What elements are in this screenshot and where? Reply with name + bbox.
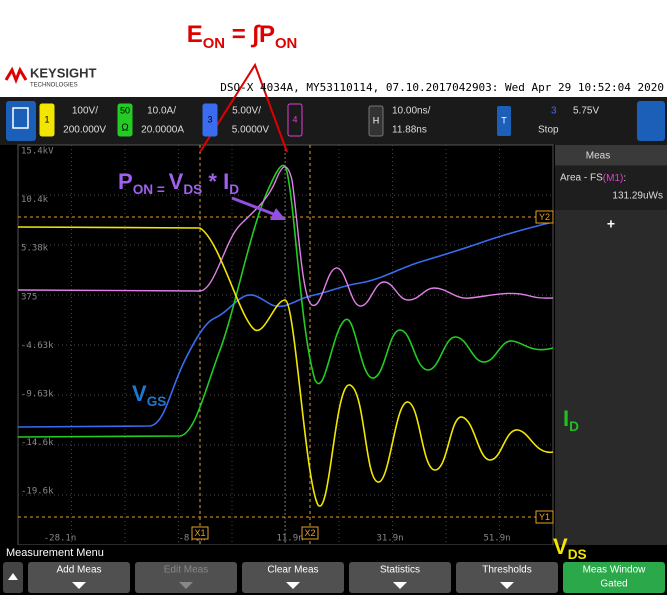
measure-icon[interactable] xyxy=(637,101,665,141)
meas-title: Meas xyxy=(586,151,610,162)
text-part: ON xyxy=(275,36,297,52)
horizontal-scale: 10.00ns/ xyxy=(392,106,431,117)
text-part: D xyxy=(569,419,579,434)
menu-button-label: Add Meas xyxy=(56,565,101,576)
channel-number: 50 xyxy=(120,105,130,115)
channel-scale: 100V/ xyxy=(72,106,98,117)
meas-add: + xyxy=(607,216,615,232)
menu-button-sub: Gated xyxy=(600,579,627,590)
channel-offset: 5.0000V xyxy=(232,125,270,136)
toolbar xyxy=(0,97,667,145)
cursor-x1-label: X1 xyxy=(194,528,205,538)
text-part: DS xyxy=(568,547,587,562)
meas-name: Area - FS(M1): xyxy=(560,173,626,184)
meas-source: (M1) xyxy=(603,173,624,184)
channel-offset: 200.000V xyxy=(63,125,106,136)
channel-scale: 5.00V/ xyxy=(232,106,261,117)
cursor-y2-label: Y2 xyxy=(539,212,550,222)
y-axis-label: 10.4k xyxy=(21,195,49,205)
menu-button-label: Edit Meas xyxy=(164,565,208,576)
brand: KEYSIGHT xyxy=(30,65,97,80)
y-axis-label: -4.63k xyxy=(21,341,54,351)
x-axis-label: 11.9n xyxy=(276,534,303,544)
page: { "brand": "KEYSIGHT", "brand_sub": "TEC… xyxy=(0,0,667,595)
text-part: V xyxy=(169,169,184,194)
screenshot: KEYSIGHT TECHNOLOGIES DSO-X 4034A, MY53110… xyxy=(0,0,667,595)
x-axis-label: 31.9n xyxy=(376,534,403,544)
channel-badge-text: Ω xyxy=(121,123,129,134)
text-part: DS xyxy=(183,182,202,197)
y-axis-label: -19.6k xyxy=(21,487,54,497)
y-axis-label: 375 xyxy=(21,292,37,302)
menu-button-label: Statistics xyxy=(380,565,420,576)
text-part: ON = xyxy=(133,182,169,197)
text-part: D xyxy=(229,182,239,197)
x-axis-label: 51.9n xyxy=(483,534,510,544)
y-axis-label: -14.6k xyxy=(21,438,54,448)
brand-sub: TECHNOLOGIES xyxy=(30,83,78,89)
channel-scale: 10.0A/ xyxy=(147,106,176,117)
trigger-state: Stop xyxy=(538,125,559,136)
meas-colon: : xyxy=(623,173,626,184)
y-axis-label: 15.4kV xyxy=(21,147,54,157)
horizontal-label: H xyxy=(373,115,380,125)
text-part: GS xyxy=(147,394,167,409)
text-part: V xyxy=(132,381,147,406)
text-part: P xyxy=(118,169,133,194)
x-axis-label: -28.1n xyxy=(44,534,77,544)
channel-number: 1 xyxy=(44,114,49,124)
y-axis-label: 5.38k xyxy=(21,244,49,254)
menu-icon[interactable] xyxy=(6,101,36,141)
cursor-x2-label: X2 xyxy=(304,528,315,538)
instrument-info: DSO-X 4034A, MY53110114, 07.10.201704290… xyxy=(220,81,664,94)
text-part: E xyxy=(187,21,203,48)
channel-number: 4 xyxy=(292,114,297,124)
menu-buttons xyxy=(3,562,665,593)
menu-button-label: Thresholds xyxy=(482,565,531,576)
text-part: ON xyxy=(203,36,225,52)
trigger-level: 5.75V xyxy=(573,106,599,117)
trigger-label: T xyxy=(501,115,507,125)
text-part: * I xyxy=(202,169,229,194)
meas-result: 131.29uWs xyxy=(612,191,663,202)
energy-formula: EON = ∫PON xyxy=(187,21,298,52)
text-part: = ∫P xyxy=(225,21,275,48)
text-part: V xyxy=(553,534,568,559)
channel-offset: 20.0000A xyxy=(141,125,184,136)
menu-title: Measurement Menu xyxy=(6,547,104,559)
menu-button-label: Meas Window xyxy=(583,565,647,576)
cursor-y1-label: Y1 xyxy=(539,512,550,522)
y-axis-label: -9.63k xyxy=(21,390,54,400)
meas-panel-header xyxy=(555,145,667,165)
horizontal-position: 11.88ns xyxy=(392,125,427,136)
trigger-source: 3 xyxy=(551,106,557,117)
brand-logo xyxy=(6,70,26,80)
menu-button-label: Clear Meas xyxy=(267,565,318,576)
channel-number: 3 xyxy=(207,114,212,124)
